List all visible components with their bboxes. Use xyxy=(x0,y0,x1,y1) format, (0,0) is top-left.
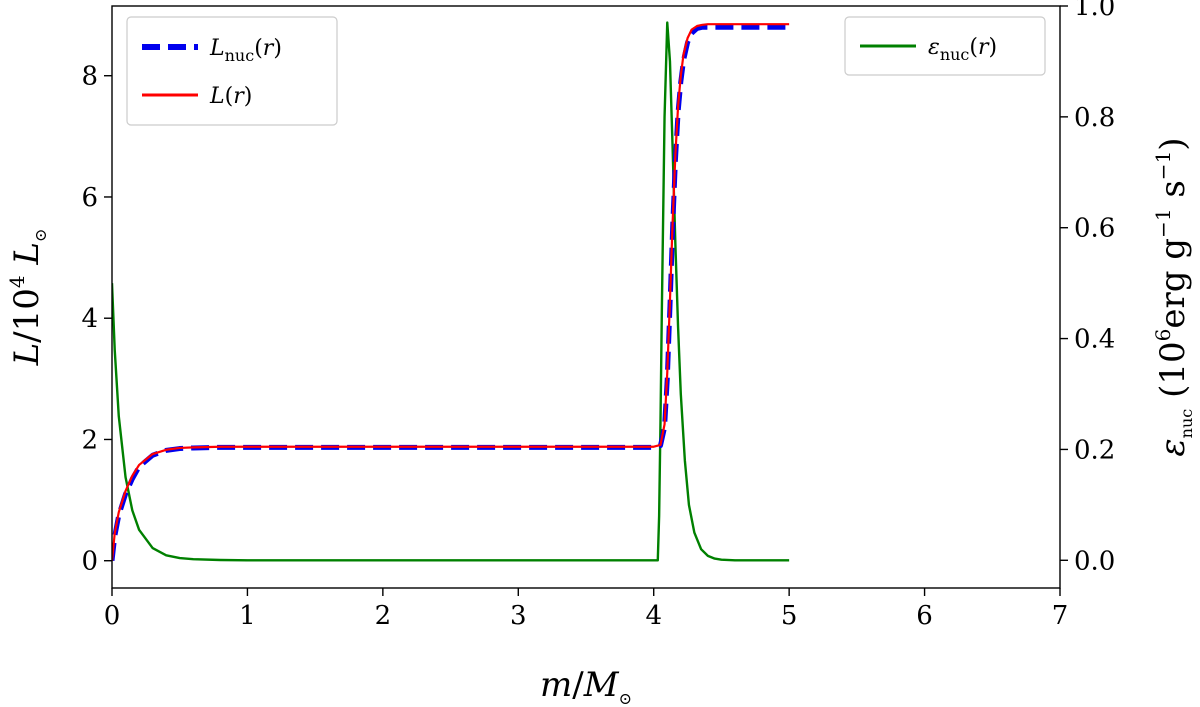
x-tick-label: 2 xyxy=(375,601,392,631)
x-tick-label: 4 xyxy=(645,601,662,631)
y-left-tick-label: 8 xyxy=(81,62,98,92)
x-tick-label: 6 xyxy=(916,601,933,631)
legend-left: Lnuc(r) L(r) xyxy=(126,16,338,126)
y-right-tick-label: 1.0 xyxy=(1074,0,1115,22)
series-eps-nuc-line xyxy=(112,21,790,562)
ticks-layer: 0 1 2 3 4 5 6 7 0 2 4 6 8 0.0 0.2 0.4 0.6 0.8 1.0 xyxy=(81,0,1115,631)
x-tick-label: 5 xyxy=(781,601,798,631)
x-tick-label: 7 xyxy=(1052,601,1069,631)
x-tick-label: 0 xyxy=(104,601,121,631)
y-left-tick-label: 4 xyxy=(81,304,98,334)
x-tick-label: 3 xyxy=(510,601,527,631)
legend-right-box xyxy=(844,16,1046,76)
series-layer xyxy=(112,21,790,562)
y-right-tick-label: 0.6 xyxy=(1074,214,1115,244)
x-axis-label: m/M⊙ xyxy=(540,665,632,707)
legend-label-L-nuc: Lnuc(r) xyxy=(209,36,282,65)
y-axis-label-right: εnuc (106erg g−1 s−1) xyxy=(1151,137,1196,456)
legend-label-eps-nuc: εnuc(r) xyxy=(928,35,997,64)
x-tick-label: 1 xyxy=(239,601,256,631)
y-right-tick-label: 0.2 xyxy=(1074,435,1115,465)
y-right-tick-label: 0.4 xyxy=(1074,325,1115,355)
series-L-line xyxy=(112,23,790,561)
y-axis-label-left: L/104 L⊙ xyxy=(5,229,50,367)
plot-frame xyxy=(111,5,1061,589)
y-right-tick-label: 0.8 xyxy=(1074,103,1115,133)
y-left-tick-label: 2 xyxy=(81,425,98,455)
y-left-tick-label: 6 xyxy=(81,183,98,213)
legend-right: εnuc(r) xyxy=(844,16,1046,76)
y-right-tick-label: 0.0 xyxy=(1074,546,1115,576)
legend-label-L: L(r) xyxy=(209,84,252,109)
y-left-tick-label: 0 xyxy=(81,547,98,577)
